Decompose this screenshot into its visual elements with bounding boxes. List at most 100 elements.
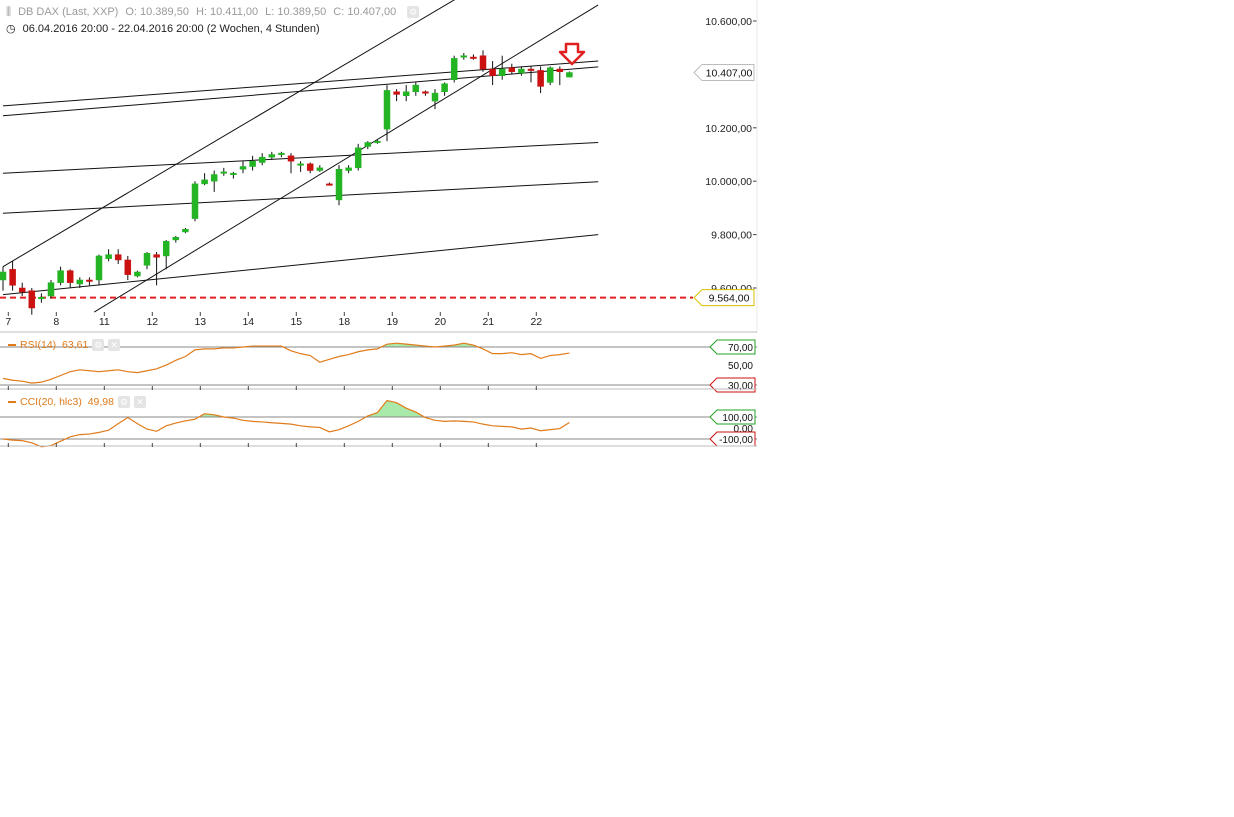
candle-body[interactable] (47, 282, 55, 297)
candle-body[interactable] (489, 68, 496, 76)
candle-body[interactable] (172, 237, 180, 241)
rsi-level-label: 70,00 (728, 343, 753, 354)
trendline (2, 60, 599, 107)
candle-body[interactable] (326, 183, 333, 186)
candle-body[interactable] (556, 68, 564, 72)
cci-settings-icon[interactable]: ⚙ (117, 396, 130, 409)
candle-body[interactable] (86, 279, 93, 282)
candle-body[interactable] (153, 254, 160, 258)
candle-body[interactable] (508, 67, 516, 72)
candle-body[interactable] (76, 279, 84, 285)
candle-body[interactable] (201, 179, 208, 185)
candle-body[interactable] (268, 154, 276, 158)
candle-body[interactable] (18, 287, 26, 293)
candle-body[interactable] (182, 229, 189, 233)
settings-icon[interactable]: ⚙ (407, 6, 420, 19)
candle-body[interactable] (518, 68, 525, 74)
candle-body[interactable] (422, 91, 429, 94)
sell-signal-arrow-icon (558, 42, 586, 66)
rsi-close-icon[interactable]: ✕ (108, 339, 121, 352)
candle-body[interactable] (134, 271, 141, 277)
y-tick-label: 9.800,00 (711, 230, 752, 242)
candle-body[interactable] (374, 140, 381, 143)
candle-body[interactable] (9, 269, 16, 286)
rsi-legend-swatch (8, 344, 16, 347)
candle-body[interactable] (191, 183, 199, 219)
candle-body[interactable] (460, 55, 468, 58)
cci-level-label: -100,00 (719, 435, 753, 446)
candle-body[interactable] (239, 166, 247, 170)
cci-level-tag (709, 409, 756, 425)
cci-panel: 100,000,00-100,00 (0, 399, 757, 448)
candle-body[interactable] (105, 254, 112, 259)
candle-body[interactable] (28, 290, 36, 309)
candle-body[interactable] (124, 259, 132, 275)
time-range-row: ◷ 06.04.2016 20:00 - 22.04.2016 20:00 (2 … (6, 22, 327, 35)
x-tick-label: 8 (53, 316, 59, 328)
cci-level-tag (709, 431, 756, 447)
candle-body[interactable] (287, 155, 295, 162)
quote-header: ⫼ DB DAX (Last, XXP) O: 10.389,50 H: 10.411… (6, 6, 426, 19)
candle-body[interactable] (95, 255, 103, 281)
candle-body[interactable] (383, 90, 391, 130)
candle-body[interactable] (114, 254, 122, 261)
candle-body[interactable] (210, 174, 218, 182)
candle-body[interactable] (220, 171, 228, 174)
cci-series-line[interactable] (2, 399, 570, 448)
low-value: L: 10.389,50 (265, 6, 327, 18)
candle-body[interactable] (393, 91, 400, 95)
rsi-level-tag (709, 339, 756, 355)
cci-overbought-fill (198, 400, 425, 417)
price-panel: 10.600,0010.200,0010.000,009.800,009.600… (0, 0, 758, 333)
candle-body[interactable] (249, 160, 256, 167)
candle-body[interactable] (297, 163, 304, 166)
candle-body[interactable] (470, 56, 477, 59)
support-price-label: 9.564,00 (709, 293, 750, 305)
candle-body[interactable] (0, 271, 7, 281)
cci-close-icon[interactable]: ✕ (133, 396, 146, 409)
x-tick-label: 7 (5, 316, 11, 328)
x-tick-label: 12 (146, 316, 158, 328)
candle-body[interactable] (412, 84, 420, 93)
candle-body[interactable] (441, 83, 448, 93)
candle-body[interactable] (230, 172, 237, 175)
trendline (2, 141, 599, 174)
x-tick-label: 20 (434, 316, 446, 328)
y-tick-label: 10.200,00 (705, 123, 752, 135)
x-tick-label: 11 (99, 316, 110, 328)
candle-body[interactable] (258, 156, 266, 163)
candle-body[interactable] (335, 168, 343, 201)
candle-body[interactable] (402, 91, 410, 97)
support-price-tag (693, 289, 755, 307)
rsi-settings-icon[interactable]: ⚙ (92, 339, 105, 352)
candle-body[interactable] (66, 270, 74, 283)
candle-body[interactable] (162, 241, 170, 257)
candle-body[interactable] (278, 152, 285, 155)
rsi-series-line[interactable] (2, 342, 570, 384)
candle-body[interactable] (546, 67, 554, 83)
candle-body[interactable] (566, 72, 573, 78)
x-tick-label: 14 (242, 316, 254, 328)
candle-body[interactable] (354, 147, 362, 169)
candle-body[interactable] (38, 297, 45, 300)
candle-body[interactable] (450, 58, 458, 80)
candle-body[interactable] (57, 270, 64, 283)
candle-body[interactable] (364, 142, 372, 147)
candle-body[interactable] (143, 253, 151, 266)
candle-body[interactable] (431, 92, 439, 102)
last-price-tag (693, 64, 755, 82)
y-tick-label: 10.600,00 (705, 16, 752, 28)
candle-body[interactable] (345, 167, 352, 171)
candle-body[interactable] (537, 70, 544, 87)
candle-body[interactable] (498, 68, 506, 76)
trendline (2, 0, 456, 268)
candle-body[interactable] (316, 167, 324, 171)
candle-body[interactable] (306, 163, 314, 171)
candle-body[interactable] (479, 55, 487, 70)
open-value: O: 10.389,50 (125, 6, 189, 18)
last-price-label: 10.407,00 (706, 68, 753, 80)
y-tick-label: 10.000,00 (705, 176, 752, 188)
candle-body[interactable] (527, 68, 535, 71)
rsi-level-label: 50,00 (728, 361, 753, 372)
